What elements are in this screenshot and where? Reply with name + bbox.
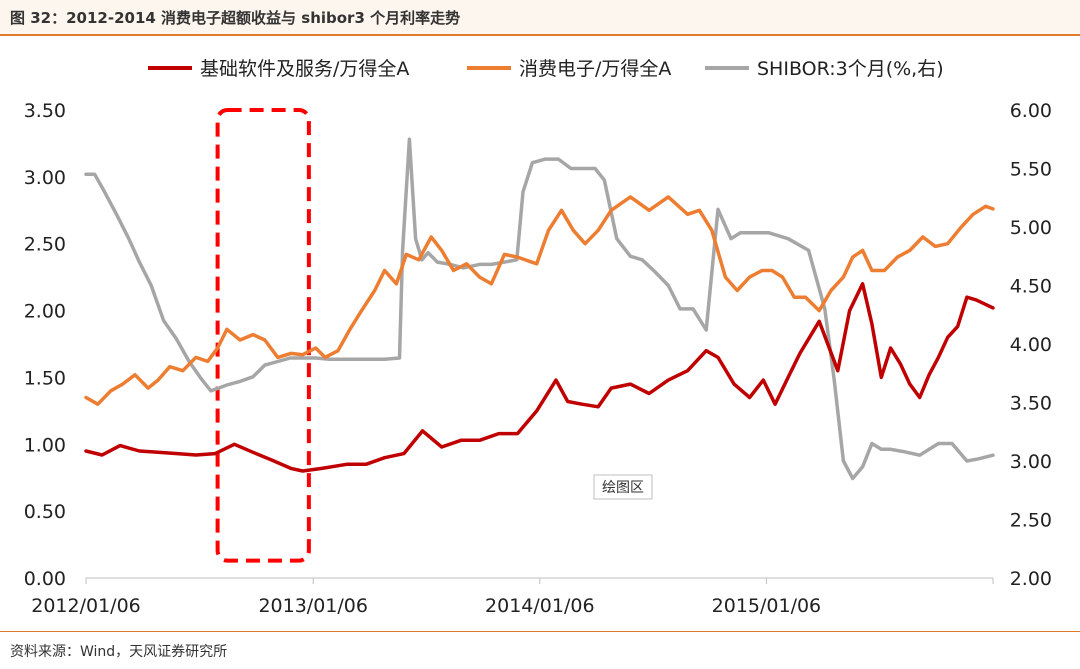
left-tick-label: 1.50 — [24, 367, 66, 389]
series-line-2 — [84, 195, 995, 406]
right-tick-label: 2.00 — [1010, 568, 1052, 590]
left-tick-label: 0.50 — [24, 501, 66, 523]
right-tick-label: 6.00 — [1010, 100, 1052, 122]
right-tick-label: 2.50 — [1010, 510, 1052, 532]
highlight-box — [215, 108, 311, 563]
axes: 2012/01/06 2013/01/06 2014/01/06 2015/01/06… — [24, 100, 1052, 617]
series-line-3 — [84, 137, 995, 481]
plot-area-label: 绘图区 — [593, 474, 653, 500]
plot-area-label-text: 绘图区 — [602, 480, 644, 496]
right-tick-label: 4.50 — [1010, 276, 1052, 298]
legend-label-2: 消费电子/万得全A — [519, 58, 671, 80]
legend-label-1: 基础软件及服务/万得全A — [200, 58, 409, 80]
title-bar: 图 32：2012-2014 消费电子超额收益与 shibor3 个月利率走势 — [0, 0, 1080, 36]
footer-rule — [0, 631, 1080, 632]
highlight-rect — [215, 108, 311, 563]
right-tick-label: 3.00 — [1010, 451, 1052, 473]
page-title: 图 32：2012-2014 消费电子超额收益与 shibor3 个月利率走势 — [10, 9, 461, 27]
source-note: 资料来源：Wind，天风证券研究所 — [10, 644, 228, 660]
right-tick-label: 4.00 — [1010, 334, 1052, 356]
right-tick-label: 5.00 — [1010, 217, 1052, 239]
left-tick-label: 0.00 — [24, 568, 66, 590]
x-tick-label: 2015/01/06 — [712, 595, 822, 617]
x-tick-label: 2012/01/06 — [31, 595, 141, 617]
legend: 基础软件及服务/万得全A 消费电子/万得全A SHIBOR:3个月(%,右) — [148, 58, 944, 80]
left-tick-label: 2.00 — [24, 301, 66, 323]
series-lines — [84, 137, 995, 481]
left-tick-label: 1.00 — [24, 434, 66, 456]
left-tick-label: 3.50 — [24, 100, 66, 122]
right-tick-label: 5.50 — [1010, 159, 1052, 181]
legend-label-3: SHIBOR:3个月(%,右) — [757, 58, 944, 80]
left-tick-label: 3.00 — [24, 167, 66, 189]
right-tick-label: 3.50 — [1010, 393, 1052, 415]
x-tick-label: 2014/01/06 — [485, 595, 595, 617]
left-tick-label: 2.50 — [24, 234, 66, 256]
series-line-1 — [84, 282, 995, 473]
x-tick-label: 2013/01/06 — [258, 595, 368, 617]
